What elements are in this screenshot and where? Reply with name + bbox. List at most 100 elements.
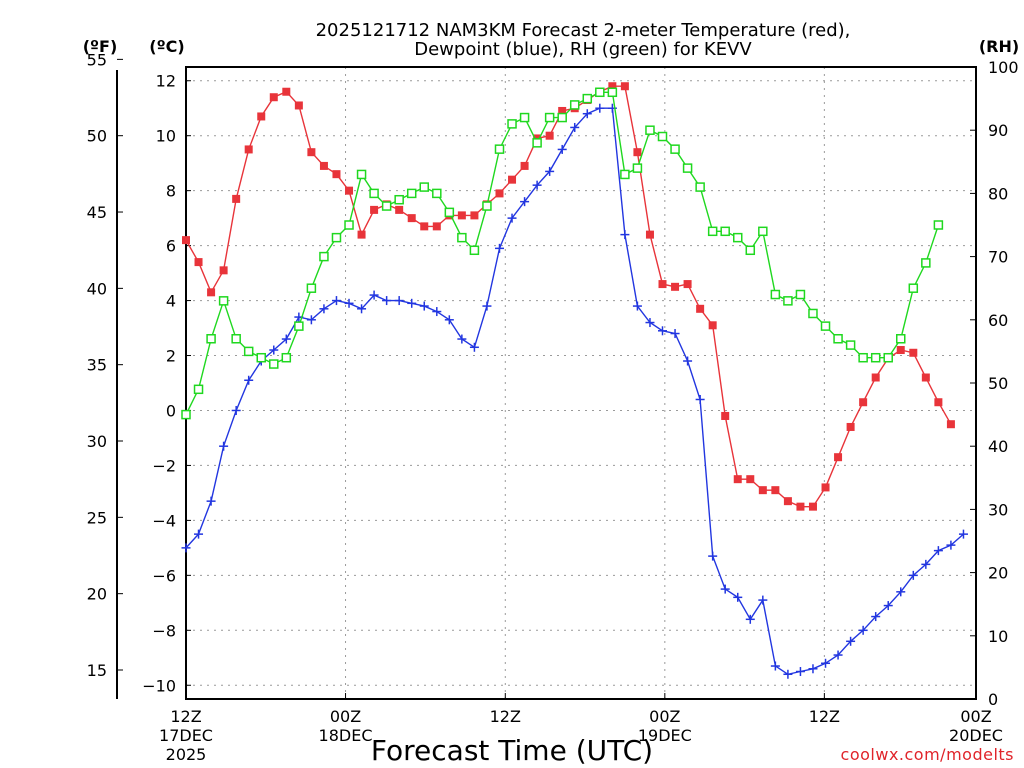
2-meter-temperature-point (470, 211, 479, 220)
plot-frame (185, 66, 977, 700)
celsius-tick-label: 8 (166, 182, 176, 201)
2-meter-temperature-point (909, 348, 918, 357)
rh-point (833, 334, 843, 344)
rh-point (720, 226, 730, 237)
rh-point (457, 232, 467, 243)
2-meter-temperature-point (257, 112, 266, 121)
2-meter-temperature-point (545, 131, 554, 140)
time-tick-label: 19DEC (638, 726, 692, 745)
dewpoint-point (557, 144, 567, 154)
2-meter-temperature-point (633, 148, 642, 157)
2-meter-temperature-point (508, 175, 517, 184)
2-meter-temperature-point (721, 411, 730, 420)
celsius-tick-label: 6 (166, 237, 176, 256)
2-meter-temperature-point (620, 82, 629, 91)
time-tick-label: 2025 (166, 745, 207, 764)
dewpoint-point (219, 441, 229, 451)
dewpoint-point (545, 166, 555, 176)
time-tick-label: 12Z (170, 707, 201, 726)
dewpoint-point (933, 546, 943, 556)
rh-point (845, 340, 856, 350)
dewpoint-point (331, 296, 341, 306)
rh-point (682, 163, 693, 173)
2-meter-temperature-point (683, 280, 692, 289)
dewpoint-point (720, 584, 730, 594)
2-meter-temperature-point (457, 211, 466, 220)
time-tick-label: 18DEC (319, 726, 373, 745)
dewpoint-point (457, 334, 467, 344)
2-meter-temperature-point (395, 205, 404, 214)
rh-point (306, 283, 317, 293)
2-meter-temperature-point (645, 230, 654, 239)
fahrenheit-tick-label: 35 (87, 356, 107, 375)
celsius-tick-label: 0 (166, 401, 176, 420)
credit-label: coolwx.com/modelts (841, 745, 1014, 764)
rh-point (620, 169, 630, 180)
dewpoint-point (520, 197, 530, 207)
dewpoint-point (570, 122, 580, 132)
dewpoint-point (494, 243, 504, 253)
dewpoint-point (695, 394, 705, 404)
fahrenheit-tick-label: 30 (87, 432, 107, 451)
dewpoint-point (645, 318, 655, 328)
dewpoint-point (808, 664, 818, 674)
rh-tick-label: 20 (988, 564, 1008, 583)
fahrenheit-tick-label: 55 (87, 50, 107, 69)
dewpoint-point (394, 296, 404, 306)
2-meter-temperature-point (671, 282, 680, 291)
dewpoint-point (745, 614, 755, 624)
dewpoint-point (532, 180, 542, 190)
time-tick-label: 00Z (960, 707, 991, 726)
2-meter-temperature-point (495, 189, 504, 198)
dewpoint-point (833, 650, 843, 660)
2-meter-temperature-point (821, 483, 830, 492)
rh-tick-label: 30 (988, 500, 1008, 519)
dewpoint-point (908, 570, 918, 580)
rh-point (921, 258, 931, 268)
2-meter-temperature-point (658, 280, 667, 289)
2-meter-temperature-line (185, 85, 952, 508)
dewpoint-line (185, 107, 964, 676)
rh-point (444, 207, 455, 218)
dewpoint-point (269, 345, 279, 355)
rh-point (469, 245, 480, 256)
2-meter-temperature-series (182, 82, 955, 511)
2-meter-temperature-point (282, 87, 291, 96)
2-meter-temperature-point (834, 453, 843, 462)
celsius-tick-label: 2 (166, 347, 176, 366)
2-meter-temperature-point (294, 101, 303, 110)
dewpoint-point (482, 301, 492, 311)
rh-point (394, 194, 404, 205)
time-tick-label: 20DEC (949, 726, 1003, 745)
dewpoint-point (582, 109, 592, 119)
2-meter-temperature-point (808, 502, 817, 511)
rh-tick-label: 0 (988, 690, 998, 709)
time-tick-label: 12Z (809, 707, 840, 726)
rh-tick-label: 80 (988, 184, 1008, 203)
2-meter-temperature-point (407, 214, 416, 223)
2-meter-temperature-point (733, 475, 742, 484)
2-meter-temperature-point (859, 398, 868, 407)
rh-point (231, 334, 241, 344)
rh-tick-label: 40 (988, 437, 1008, 456)
x-axis-title: Forecast Time (UTC) (371, 734, 653, 767)
fahrenheit-tick-label: 25 (87, 508, 107, 527)
2-meter-temperature-point (420, 222, 429, 231)
rh-point (519, 112, 530, 123)
2-meter-temperature-point (269, 93, 278, 102)
time-tick-label: 00Z (649, 707, 680, 726)
rh-point (369, 188, 379, 199)
time-tick-label: 00Z (330, 707, 361, 726)
rh-point (795, 289, 806, 300)
dewpoint-point (958, 529, 968, 539)
rh-point (281, 352, 292, 363)
dewpoint-point (382, 296, 392, 306)
dewpoint-point (921, 559, 931, 569)
2-meter-temperature-point (846, 422, 855, 431)
rh-point (344, 220, 354, 230)
2-meter-temperature-point (746, 475, 755, 484)
rh-point (695, 182, 705, 192)
fahrenheit-tick-label: 40 (87, 279, 107, 298)
dewpoint-point (670, 329, 680, 339)
rh-point (482, 201, 492, 211)
